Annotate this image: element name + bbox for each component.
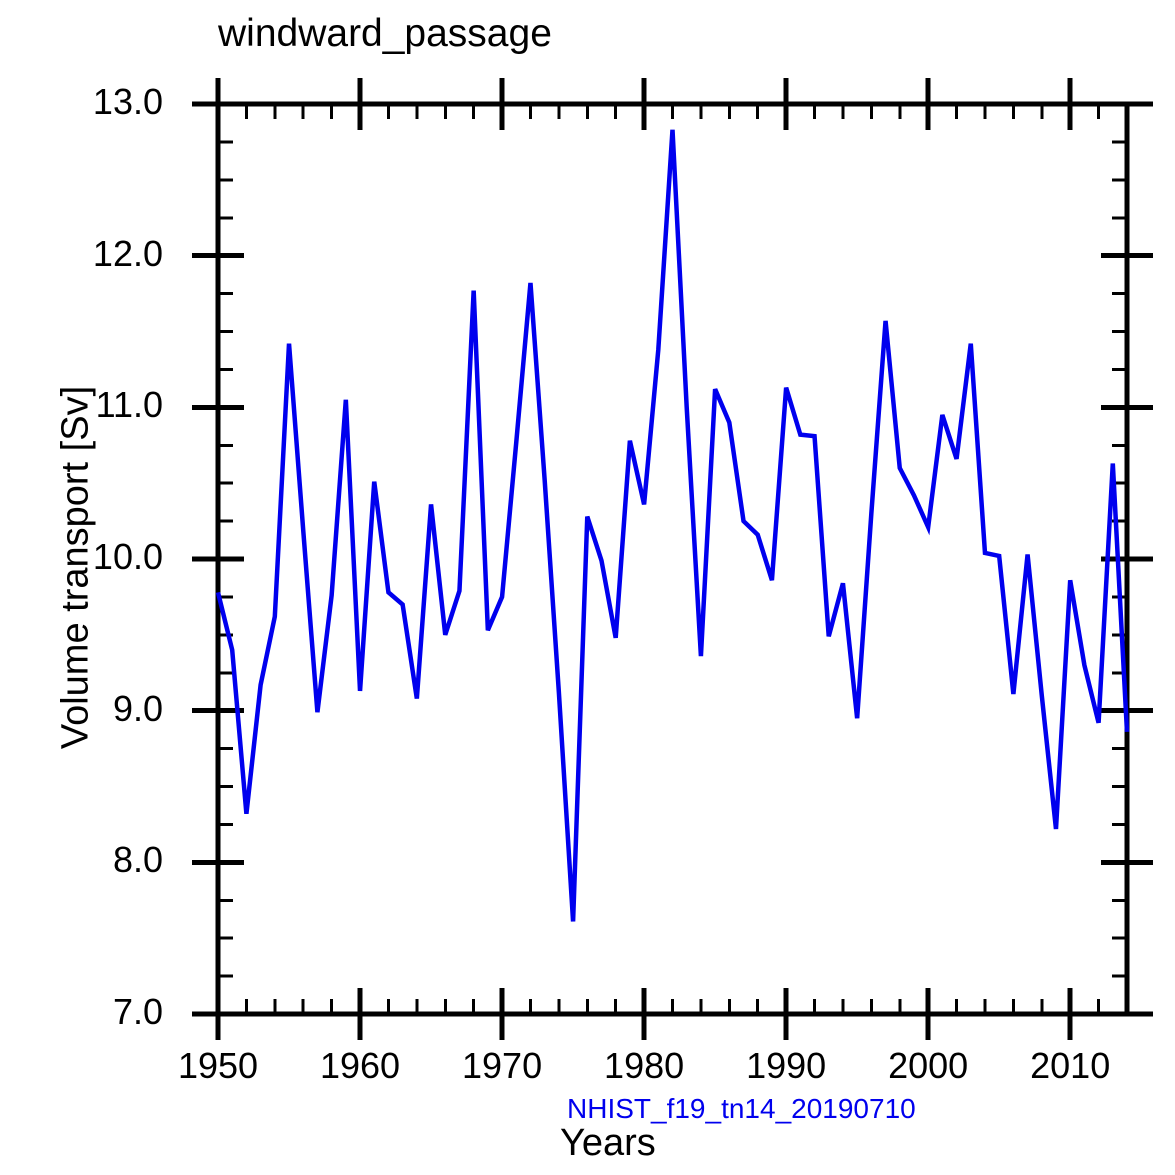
x-tick-label: 1950 bbox=[177, 1045, 259, 1086]
x-axis-label: Years bbox=[560, 1122, 656, 1164]
y-tick-label: 13.0 bbox=[92, 81, 163, 122]
y-tick-label: 10.0 bbox=[92, 536, 163, 577]
axis-ticks bbox=[192, 78, 1153, 1040]
y-tick-label: 7.0 bbox=[112, 991, 163, 1032]
y-tick-label: 8.0 bbox=[112, 839, 163, 881]
x-tick-label: 2010 bbox=[1030, 1045, 1111, 1086]
x-tick-label: 1980 bbox=[604, 1045, 685, 1086]
data-series-group bbox=[215, 129, 1130, 922]
x-tick-label: 2000 bbox=[888, 1045, 969, 1086]
chart-title: windward_passage bbox=[218, 12, 552, 55]
x-tick-label: 1970 bbox=[462, 1045, 543, 1086]
x-tick-label: 1990 bbox=[746, 1045, 827, 1086]
y-tick-label: 12.0 bbox=[92, 232, 163, 274]
y-tick-label: 11.0 bbox=[95, 384, 163, 426]
data-line-nhist bbox=[215, 129, 1130, 922]
y-tick-label: 9.0 bbox=[112, 687, 163, 729]
legend-label: NHIST_f19_tn14_20190710 bbox=[567, 1093, 916, 1124]
x-tick-label: 1960 bbox=[319, 1045, 401, 1086]
